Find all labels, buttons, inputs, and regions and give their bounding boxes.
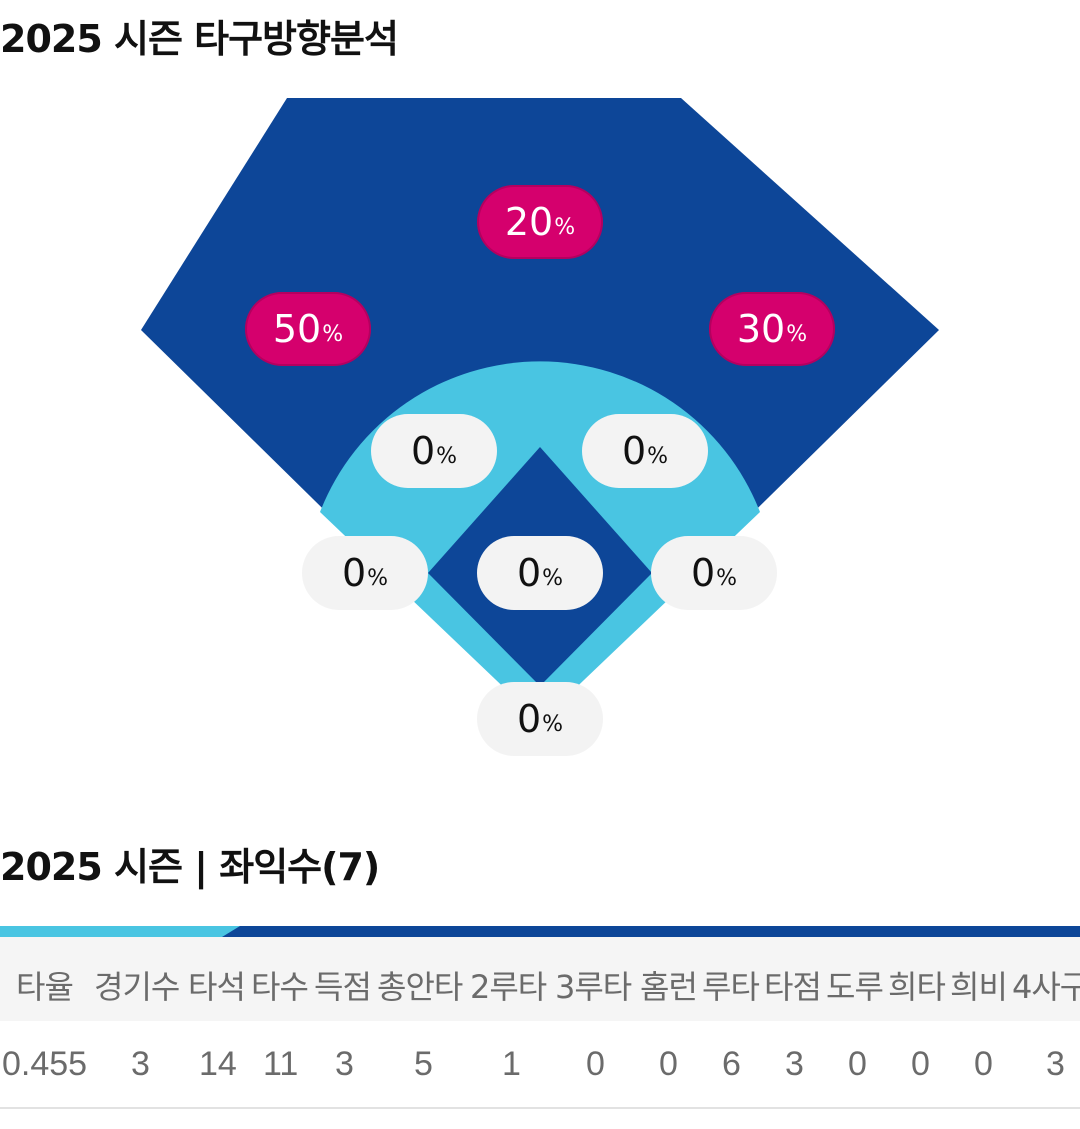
header-games: 경기수 (94, 968, 180, 1006)
header-at-bats: 타수 (251, 968, 309, 1006)
zone-value: 0 (690, 551, 716, 595)
header-home-runs: 홈런 (640, 968, 698, 1006)
value-stolen-bases: 0 (848, 1045, 867, 1083)
zone-shortstop: 0% (371, 414, 497, 488)
zone-value: 0 (516, 551, 542, 595)
zone-value: 0 (341, 551, 367, 595)
zone-center-field: 20% (477, 185, 603, 259)
value-total-bases: 6 (722, 1045, 741, 1083)
zone-second-base: 0% (582, 414, 708, 488)
percent-unit: % (542, 565, 564, 591)
percent-unit: % (786, 321, 808, 347)
value-triples: 0 (586, 1045, 605, 1083)
value-doubles: 1 (502, 1045, 521, 1083)
percent-unit: % (542, 711, 564, 737)
stats-header-row: 타율 경기수 타석 타수 득점 총안타 2루타 3루타 홈런 루타 타점 도루 … (0, 937, 1080, 1021)
header-walks-hbp: 4사구 (1012, 968, 1080, 1006)
zone-value: 20 (504, 200, 554, 244)
header-runs: 득점 (314, 968, 372, 1006)
zone-third-base: 0% (302, 536, 428, 610)
spray-chart-field (141, 98, 939, 722)
percent-unit: % (436, 443, 458, 469)
value-rbi: 3 (785, 1045, 804, 1083)
zone-right-field: 30% (709, 292, 835, 366)
header-rbi: 타점 (764, 968, 822, 1006)
percent-unit: % (647, 443, 669, 469)
stats-section-title: 2025 시즌 | 좌익수(7) (0, 845, 380, 889)
zone-catcher: 0% (477, 682, 603, 756)
zone-value: 0 (516, 697, 542, 741)
zone-value: 50 (272, 307, 322, 351)
zone-left-field: 50% (245, 292, 371, 366)
value-plate-appearances: 14 (199, 1045, 237, 1083)
percent-unit: % (716, 565, 738, 591)
page-title: 2025 시즌 타구방향분석 (0, 17, 399, 61)
value-at-bats: 11 (263, 1045, 299, 1083)
value-sac-flies: 0 (974, 1045, 993, 1083)
value-sac-bunts: 0 (911, 1045, 930, 1083)
header-plate-appearances: 타석 (188, 968, 246, 1006)
stats-value-row: 0.455 3 14 11 3 5 1 0 0 6 3 0 0 0 3 (0, 1021, 1080, 1109)
header-hits: 총안타 (377, 968, 463, 1006)
accent-bar-light (0, 926, 240, 937)
header-batting-avg: 타율 (16, 968, 74, 1006)
percent-unit: % (554, 214, 576, 240)
value-games: 3 (131, 1045, 150, 1083)
percent-unit: % (367, 565, 389, 591)
zone-value: 30 (736, 307, 786, 351)
header-sac-flies: 희비 (950, 968, 1008, 1006)
value-batting-avg: 0.455 (2, 1045, 88, 1083)
header-stolen-bases: 도루 (826, 968, 884, 1006)
accent-bar-dark (222, 926, 1080, 937)
zone-first-base: 0% (651, 536, 777, 610)
value-home-runs: 0 (659, 1045, 678, 1083)
header-total-bases: 루타 (702, 968, 760, 1006)
zone-value: 0 (410, 429, 436, 473)
header-triples: 3루타 (555, 968, 632, 1006)
header-sac-bunts: 희타 (888, 968, 946, 1006)
header-doubles: 2루타 (470, 968, 547, 1006)
zone-value: 0 (621, 429, 647, 473)
value-runs: 3 (335, 1045, 354, 1083)
percent-unit: % (322, 321, 344, 347)
zone-pitcher: 0% (477, 536, 603, 610)
value-walks-hbp: 3 (1046, 1045, 1065, 1083)
value-hits: 5 (414, 1045, 433, 1083)
